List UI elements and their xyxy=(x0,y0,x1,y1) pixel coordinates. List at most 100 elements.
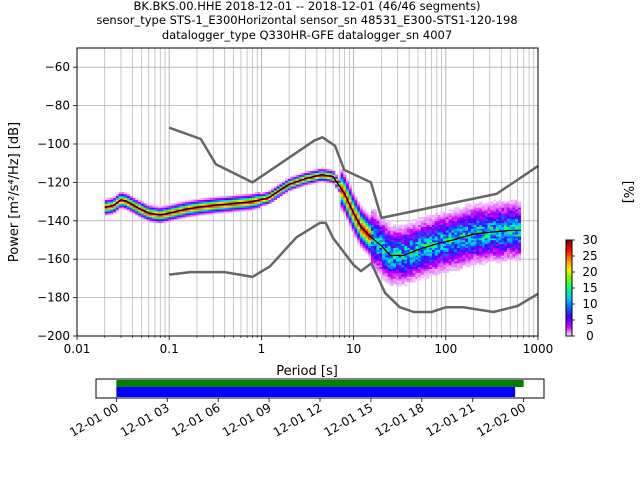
pdf-cell xyxy=(229,203,233,206)
pdf-cell xyxy=(243,205,247,208)
pdf-cell xyxy=(423,222,427,225)
pdf-cell xyxy=(110,213,114,216)
pdf-cell xyxy=(132,201,136,204)
pdf-cell xyxy=(235,193,239,197)
pdf-cell xyxy=(398,257,402,260)
colorbar-cell xyxy=(566,248,572,251)
pdf-cell xyxy=(354,207,358,210)
pdf-cell xyxy=(426,230,430,233)
pdf-cell xyxy=(473,261,477,264)
pdf-cell xyxy=(409,280,413,283)
pdf-cell xyxy=(456,230,461,233)
pdf-cell xyxy=(121,197,125,200)
pdf-cell xyxy=(501,211,505,214)
pdf-cell xyxy=(379,241,383,245)
colorbar-cell xyxy=(566,326,572,329)
pdf-cell xyxy=(138,201,142,204)
pdf-cell xyxy=(298,186,302,189)
pdf-cell xyxy=(107,209,111,212)
pdf-cell xyxy=(429,255,433,258)
pdf-cell xyxy=(354,199,358,202)
pdf-cell xyxy=(479,234,483,237)
pdf-cell xyxy=(434,224,438,227)
pdf-cell xyxy=(193,207,197,210)
pdf-cell xyxy=(443,268,447,272)
pdf-cell xyxy=(470,211,474,214)
pdf-cell xyxy=(354,228,358,231)
pdf-cell xyxy=(171,213,175,216)
pdf-cell xyxy=(465,209,469,212)
pdf-cell xyxy=(495,201,499,204)
pdf-cell xyxy=(515,232,519,235)
pdf-cell xyxy=(351,207,355,210)
pdf-cell xyxy=(323,176,327,179)
pdf-cell xyxy=(418,216,422,220)
pdf-cell xyxy=(379,220,383,224)
pdf-cell xyxy=(465,245,469,248)
pdf-cell xyxy=(415,253,419,256)
pdf-cell xyxy=(420,232,424,235)
pdf-cell xyxy=(246,207,250,210)
pdf-cell xyxy=(379,268,383,272)
pdf-cell xyxy=(468,203,472,206)
pdf-cell xyxy=(479,249,483,252)
pdf-cell xyxy=(512,215,516,218)
pdf-cell xyxy=(121,193,125,197)
pdf-cell xyxy=(506,234,510,237)
pdf-cell xyxy=(512,203,516,206)
pdf-cell xyxy=(265,203,269,206)
pdf-cell xyxy=(260,201,264,204)
pdf-cell xyxy=(326,170,330,174)
pdf-cell xyxy=(379,247,383,250)
pdf-cell xyxy=(423,243,427,247)
pdf-cell xyxy=(151,207,155,210)
pdf-cell xyxy=(373,263,377,266)
pdf-cell xyxy=(432,222,436,225)
pdf-cell xyxy=(512,245,516,248)
pdf-cell xyxy=(268,190,272,193)
pdf-cell xyxy=(373,257,377,260)
pdf-cell xyxy=(379,238,383,241)
pdf-cell xyxy=(196,209,200,212)
pdf-cell xyxy=(515,220,519,224)
pdf-cell xyxy=(495,232,499,235)
pdf-cell xyxy=(379,253,383,256)
pdf-cell xyxy=(443,226,447,229)
pdf-cell xyxy=(504,259,508,262)
pdf-cell xyxy=(476,207,480,210)
pdf-cell xyxy=(448,241,452,245)
colorbar-cell xyxy=(566,246,572,249)
pdf-cell xyxy=(437,220,441,224)
pdf-cell xyxy=(423,261,427,264)
pdf-cell xyxy=(420,249,424,252)
pdf-cell xyxy=(229,197,233,200)
pdf-cell xyxy=(451,263,455,266)
pdf-cell xyxy=(487,205,491,208)
pdf-cell xyxy=(490,201,494,204)
pdf-cell xyxy=(462,245,466,248)
pdf-cell xyxy=(418,240,422,243)
pdf-cell xyxy=(107,197,111,200)
pdf-cell xyxy=(309,182,314,185)
pdf-cell xyxy=(115,203,119,206)
pdf-cell xyxy=(215,205,219,208)
pdf-cell xyxy=(395,249,400,252)
pdf-cell xyxy=(157,205,161,208)
pdf-cell xyxy=(132,209,136,212)
pdf-cell xyxy=(193,215,197,218)
pdf-cell xyxy=(348,209,352,212)
pdf-cell xyxy=(126,205,131,208)
pdf-cell xyxy=(368,224,372,227)
pdf-cell xyxy=(429,261,433,264)
colorbar-cell xyxy=(566,240,572,243)
pdf-cell xyxy=(432,241,436,245)
pdf-cell xyxy=(479,251,483,254)
pdf-cell xyxy=(498,199,502,202)
pdf-cell xyxy=(498,209,502,212)
pdf-cell xyxy=(437,257,441,260)
pdf-cell xyxy=(454,222,458,225)
pdf-cell xyxy=(434,232,438,235)
pdf-cell xyxy=(196,207,200,210)
pdf-cell xyxy=(351,199,355,202)
pdf-cell xyxy=(407,257,411,260)
